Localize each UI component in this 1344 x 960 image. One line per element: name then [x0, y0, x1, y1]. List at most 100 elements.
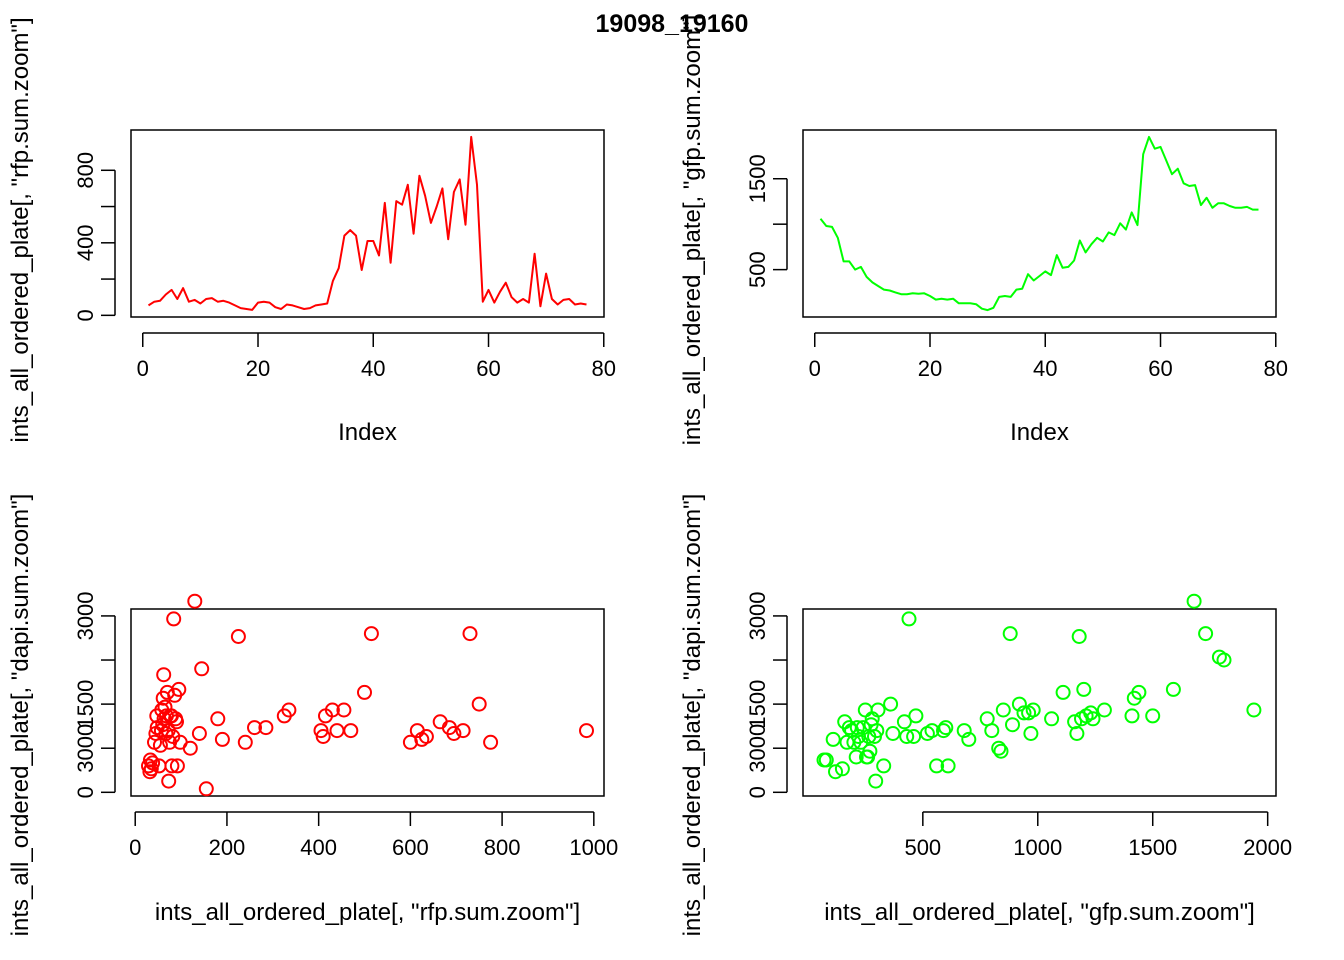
scatter-point [834, 761, 850, 777]
scatter-point [849, 720, 865, 736]
scatter-point [143, 761, 159, 777]
x-tick-label: 60 [1148, 356, 1172, 381]
scatter-point [825, 731, 841, 747]
scatter-point [848, 749, 864, 765]
x-tick-label: 20 [918, 356, 942, 381]
y-axis-label: ints_all_ordered_plate[, "dapi.sum.zoom"… [7, 494, 34, 937]
scatter-point [247, 720, 262, 736]
scatter-point [870, 702, 886, 718]
x-axis-label: Index [1010, 419, 1069, 446]
scatter-point [579, 723, 594, 739]
y-tick-label: 3000 [73, 724, 98, 773]
x-tick-label: 400 [300, 835, 337, 860]
scatter-point [158, 726, 174, 741]
scatter-point [991, 740, 1007, 756]
scatter-point [857, 702, 873, 718]
scatter-point [161, 773, 177, 789]
scatter-point [363, 626, 379, 642]
x-tick-label: 80 [1264, 356, 1288, 381]
scatter-point [1025, 702, 1041, 718]
x-tick-label: 20 [246, 356, 270, 381]
scatter-point [171, 681, 187, 697]
y-axis-label: ints_all_ordered_plate[, "dapi.sum.zoom"… [679, 494, 706, 937]
y-tick-label: 400 [73, 224, 98, 261]
scatter-point [1186, 593, 1202, 609]
scatter-point [191, 726, 207, 741]
scatter-point [899, 729, 915, 744]
y-tick-label: 0 [745, 786, 770, 798]
scatter-point [885, 726, 901, 741]
scatter-point [315, 729, 331, 744]
x-tick-label: 200 [209, 835, 246, 860]
x-tick-label: 500 [904, 835, 941, 860]
scatter-point [876, 758, 892, 774]
scatter-point [938, 720, 954, 736]
scatter-point [182, 740, 198, 756]
scatter-point [166, 611, 182, 627]
y-tick-label: 1500 [73, 680, 98, 729]
scatter-point [198, 781, 214, 797]
scatter-point [1005, 717, 1020, 733]
scatter-point [1002, 626, 1018, 642]
plot-frame [802, 129, 1277, 318]
scatter-point [1016, 705, 1032, 721]
scatter-point [936, 723, 951, 739]
scatter-point [929, 758, 945, 774]
x-tick-label: 80 [592, 356, 616, 381]
scatter-point [418, 729, 434, 744]
scatter-point [868, 773, 884, 789]
scatter-point [483, 734, 499, 750]
y-tick-label: 3000 [745, 724, 770, 773]
series-line [819, 135, 1259, 312]
scatter-point [156, 667, 172, 683]
y-tick-label: 800 [73, 152, 98, 189]
y-tick-label: 3000 [745, 591, 770, 640]
scatter-point [961, 731, 977, 747]
scatter-point [883, 696, 899, 712]
x-tick-label: 1000 [569, 835, 618, 860]
scatter-point [1246, 702, 1262, 718]
scatter-point [995, 702, 1011, 718]
scatter-point [818, 752, 834, 768]
plot-frame [130, 608, 605, 797]
scatter-point [455, 723, 471, 739]
scatter-point [828, 764, 843, 780]
scatter-point [187, 593, 203, 609]
scatter-point [230, 629, 246, 644]
scatter-point [906, 729, 922, 744]
scatter-point [1055, 684, 1071, 700]
scatter-point [924, 723, 940, 739]
x-axis-label: Index [338, 419, 397, 446]
scatter-point [1085, 711, 1101, 727]
page-title: 19098_19160 [596, 10, 749, 38]
scatter-point [237, 734, 253, 750]
scatter-point [1023, 726, 1039, 741]
x-tick-label: 40 [1033, 356, 1057, 381]
scatter-point [1165, 681, 1181, 697]
y-tick-label: 500 [745, 251, 770, 288]
y-tick-label: 1500 [745, 680, 770, 729]
scatter-point [984, 723, 1000, 739]
scatter-point [281, 702, 297, 718]
scatter-point [1044, 711, 1060, 727]
x-tick-label: 0 [129, 835, 141, 860]
scatter-point [956, 723, 972, 739]
y-tick-label: 0 [73, 786, 98, 798]
scatter-point [446, 726, 462, 741]
scatter-point [210, 711, 226, 727]
scatter-point [152, 737, 168, 753]
scatter-point [343, 723, 359, 739]
x-tick-label: 1000 [1013, 835, 1062, 860]
scatter-point [329, 723, 345, 739]
x-tick-label: 1500 [1128, 835, 1177, 860]
x-tick-label: 60 [476, 356, 500, 381]
scatter-point [869, 723, 885, 739]
scatter-point [324, 702, 340, 718]
x-tick-label: 0 [809, 356, 821, 381]
scatter-point [1124, 708, 1140, 724]
x-tick-label: 2000 [1243, 835, 1292, 860]
scatter-point [862, 743, 878, 759]
x-tick-label: 800 [484, 835, 521, 860]
plot-panels: 0 20 40 60 800400800Indexints_all_ordered_pl… [7, 15, 1292, 937]
